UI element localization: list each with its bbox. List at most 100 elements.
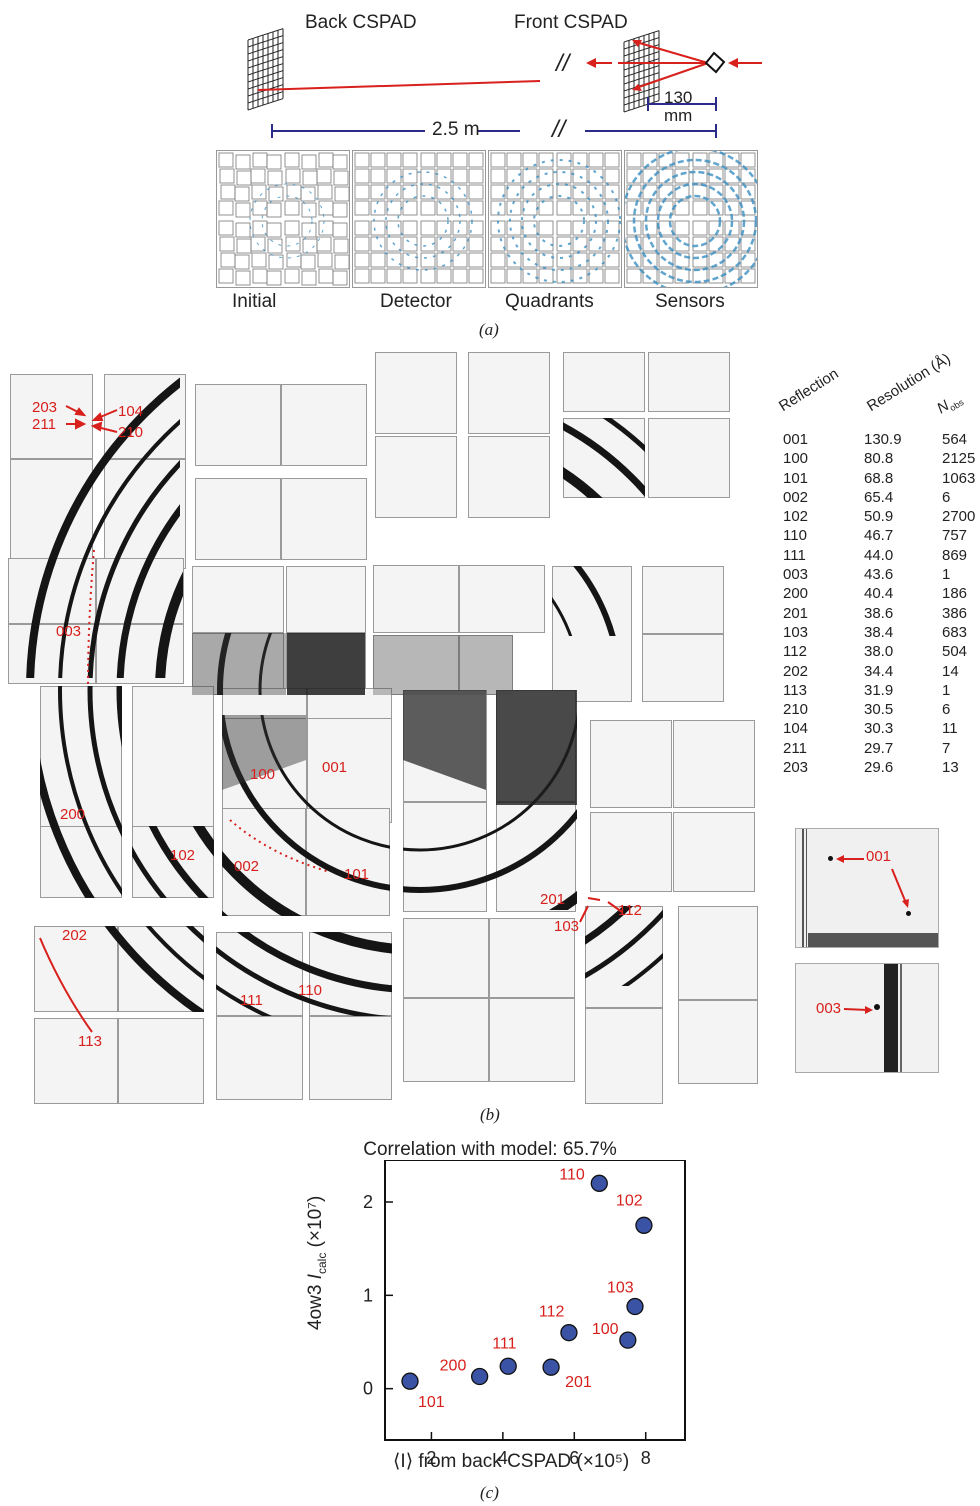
label-104: 104 [118,403,144,420]
geometry-stages [216,150,758,288]
data-label-111: 111 [492,1335,516,1352]
table-cell: 202 [783,662,809,680]
table-cell: 113 [783,681,807,699]
table-cell: 130.9 [864,431,902,448]
central-beam-streaks [192,633,577,805]
table-row: 210 30.5 6 [783,700,975,719]
data-label-102: 102 [616,1192,643,1209]
table-row: 103 38.4 683 [783,623,975,642]
stage-quadrants [488,150,622,288]
table-row: 101 68.8 1063 [783,469,975,488]
table-row: 003 43.6 1 [783,565,975,584]
data-point-101 [401,1372,419,1390]
data-label-201: 201 [565,1374,592,1391]
x-axis-label: ⟨I⟩ from back CSPAD (×10⁵) [393,1451,630,1472]
table-cell: 869 [942,546,968,564]
label-201: 201 [540,891,566,908]
table-cell: 200 [783,585,809,603]
caption-c: (c) [480,1483,499,1502]
sensor-tile [375,352,457,434]
sensor-tile [216,1016,303,1100]
table-cell: 2125 [942,450,976,468]
data-point-201 [542,1358,560,1376]
table-cell: 38.4 [864,623,894,641]
table-cell: 30.3 [864,720,894,738]
back-cspad-label: Back CSPAD [305,12,417,33]
scatter-ray-long [257,80,541,91]
table-row: 100 80.8 2125 [783,449,975,468]
sensor-tile [489,918,575,998]
table-cell: 29.7 [864,739,894,757]
sensor-tile [459,565,545,633]
label-102: 102 [170,847,196,864]
data-label-100: 100 [592,1321,619,1338]
sensor-tile [468,436,550,518]
table-cell: 104 [783,720,809,738]
y-axis-label: 4ow3 Icalc (×10⁷) [305,1195,329,1330]
table-cell: 112 [783,643,807,661]
x-tick-label: 8 [641,1448,651,1468]
sensor-tile [307,718,392,823]
sensor-tile [375,436,457,518]
sensor-tile [216,932,303,1016]
table-cell: 110 [783,527,807,545]
table-row: 211 29.7 7 [783,739,975,758]
table-cell: 6 [942,701,951,719]
sensor-tile [373,635,459,695]
sensor-tile [8,624,96,684]
sensor-tile [118,1018,204,1104]
table-row: 203 29.6 13 [783,758,975,777]
table-cell: 564 [942,431,968,448]
sensor-tile [642,634,724,702]
table-cell: 386 [942,604,968,622]
axis-break-symbol: // [556,50,570,77]
y-tick-label: 0 [363,1379,373,1399]
sensor-tile [34,926,118,1012]
table-cell: 13 [942,759,959,777]
table-cell: 001 [783,431,809,448]
table-cell: 14 [942,662,959,680]
data-point-200 [470,1367,489,1386]
label-211: 211 [32,416,56,433]
label-002: 002 [234,858,260,875]
label-111: 111 [240,992,263,1009]
table-cell: 50.9 [864,508,894,526]
caption-b: (b) [480,1105,500,1124]
table-cell: 34.4 [864,662,894,680]
sensor-tile [286,566,366,633]
table-cell: 38.6 [864,604,894,622]
table-cell: 203 [783,759,809,777]
distance-2-5m-label: 2.5 m [432,119,480,140]
front-cspad-label: Front CSPAD [514,12,628,33]
stage-label-quadrants: Quadrants [505,291,594,312]
table-cell: 80.8 [864,450,894,468]
data-point-112 [560,1324,578,1342]
label-101: 101 [344,866,370,883]
data-label-110: 110 [559,1166,585,1183]
data-point-103 [626,1297,644,1316]
header-reflection: Reflection [775,365,842,415]
chart-title: Correlation with model: 65.7% [363,1139,617,1160]
table-row: 113 31.9 1 [783,681,975,700]
sensor-tile [195,478,281,560]
table-cell: 504 [942,643,968,661]
sensor-tile [403,998,489,1082]
table-cell: 46.7 [864,527,894,545]
data-point-100 [619,1331,637,1349]
scatter-chart: 2 4 6 8 0 1 2 101 200 111 201 112 110 100 103 102 [363,1160,686,1468]
sensor-tile [192,633,284,695]
table-cell: 43.6 [864,566,894,584]
table-cell: 102 [783,508,809,526]
table-cell: 44.0 [864,546,894,564]
stage-initial [216,150,350,288]
reflection-table: 001 130.9 564 100 80.8 2125 101 68.8 1063 002 65.4… [783,430,975,777]
label-113: 113 [78,1033,102,1050]
table-row: 104 30.3 11 [783,719,975,738]
label-202: 202 [62,927,88,944]
table-cell: 211 [783,739,807,757]
sensor-tile [585,906,663,1008]
sensor-tile [309,1016,392,1100]
sensor-tile [678,906,758,1000]
sensor-tile [590,812,672,892]
stage-label-sensors: Sensors [655,291,725,312]
